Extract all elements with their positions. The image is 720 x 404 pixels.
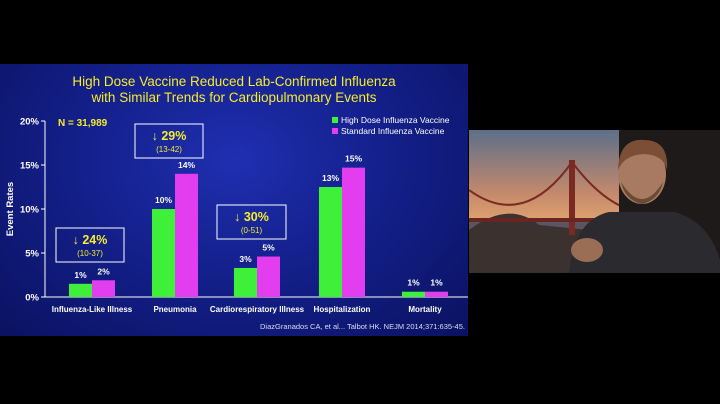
slide-title-line-1: High Dose Vaccine Reduced Lab-Confirmed … (72, 74, 396, 89)
speaker-hair (618, 139, 668, 170)
bar-data-label: 3% (239, 254, 252, 264)
slide-title-line-2: with Similar Trends for Cardiopulmonary … (91, 90, 377, 105)
legend-label: High Dose Influenza Vaccine (341, 115, 450, 125)
reduction-annotation-box (134, 123, 204, 159)
bar-data-label: 10% (155, 195, 172, 205)
slide-title: High Dose Vaccine Reduced Lab-Confirmed … (0, 74, 468, 106)
webcam-hills (469, 213, 589, 273)
speaker-beard (621, 182, 663, 204)
y-tick-label: 0% (25, 293, 39, 304)
legend-swatch (332, 128, 338, 134)
y-tick-label: 15% (20, 161, 40, 172)
x-category-label: Pneumonia (153, 305, 197, 314)
confidence-interval: (0-51) (241, 226, 263, 235)
bridge-deck (469, 218, 669, 222)
speaker-body (569, 212, 720, 273)
bar-data-label: 1% (407, 278, 420, 288)
bar-standard-0 (92, 280, 115, 297)
bar-standard-1 (175, 173, 198, 297)
bar-standard-4 (425, 291, 448, 297)
sample-size-label: N = 31,989 (58, 118, 108, 129)
reduction-percent: ↓ 29% (152, 129, 187, 143)
bar-data-label: 15% (345, 154, 362, 164)
bar-high-dose-1 (152, 209, 175, 297)
citation-text: DiazGranados CA, et al... Talbot HK. NEJ… (260, 322, 465, 331)
reduction-percent: ↓ 24% (73, 233, 108, 247)
y-tick-label: 5% (25, 249, 39, 260)
webcam-video-feed (469, 130, 720, 273)
speaker-hand (571, 238, 603, 262)
reduction-annotation-box (55, 227, 125, 263)
bar-high-dose-0 (69, 283, 92, 297)
bar-chart: 0% 5% 10% 15% 20% Event Rates 1% 10% 3% 13% 1% 2% 14… (5, 115, 468, 331)
x-category-label: Influenza-Like Illness (52, 305, 133, 314)
bar-data-label: 1% (430, 278, 443, 288)
bar-data-label: 13% (322, 173, 339, 183)
speaker-head (618, 144, 666, 204)
bar-standard-2 (257, 256, 280, 297)
x-category-label: Mortality (408, 305, 442, 314)
confidence-interval: (10-37) (77, 249, 103, 258)
bar-data-label: 5% (262, 243, 275, 253)
legend-label: Standard Influenza Vaccine (341, 126, 445, 136)
y-axis-label: Event Rates (5, 182, 16, 236)
reduction-percent: ↓ 30% (234, 210, 269, 224)
bar-high-dose-2 (234, 267, 257, 297)
y-tick-label: 10% (20, 205, 40, 216)
y-tick-label: 20% (20, 117, 40, 128)
bar-high-dose-3 (319, 187, 342, 297)
bar-standard-3 (342, 167, 365, 297)
reduction-annotation-box (216, 204, 287, 240)
bar-data-label: 2% (97, 266, 110, 276)
legend-swatch (332, 117, 338, 123)
presentation-slide: 0% 5% 10% 15% 20% Event Rates 1% 10% 3% 13% 1% 2% 14… (0, 64, 468, 336)
bar-high-dose-4 (402, 291, 425, 297)
x-category-label: Hospitalization (314, 305, 371, 314)
bridge-tower (569, 160, 575, 235)
bar-data-label: 14% (178, 160, 195, 170)
x-category-label: Cardiorespiratory Illness (210, 305, 305, 314)
confidence-interval: (13-42) (156, 145, 182, 154)
bar-data-label: 1% (74, 270, 87, 280)
